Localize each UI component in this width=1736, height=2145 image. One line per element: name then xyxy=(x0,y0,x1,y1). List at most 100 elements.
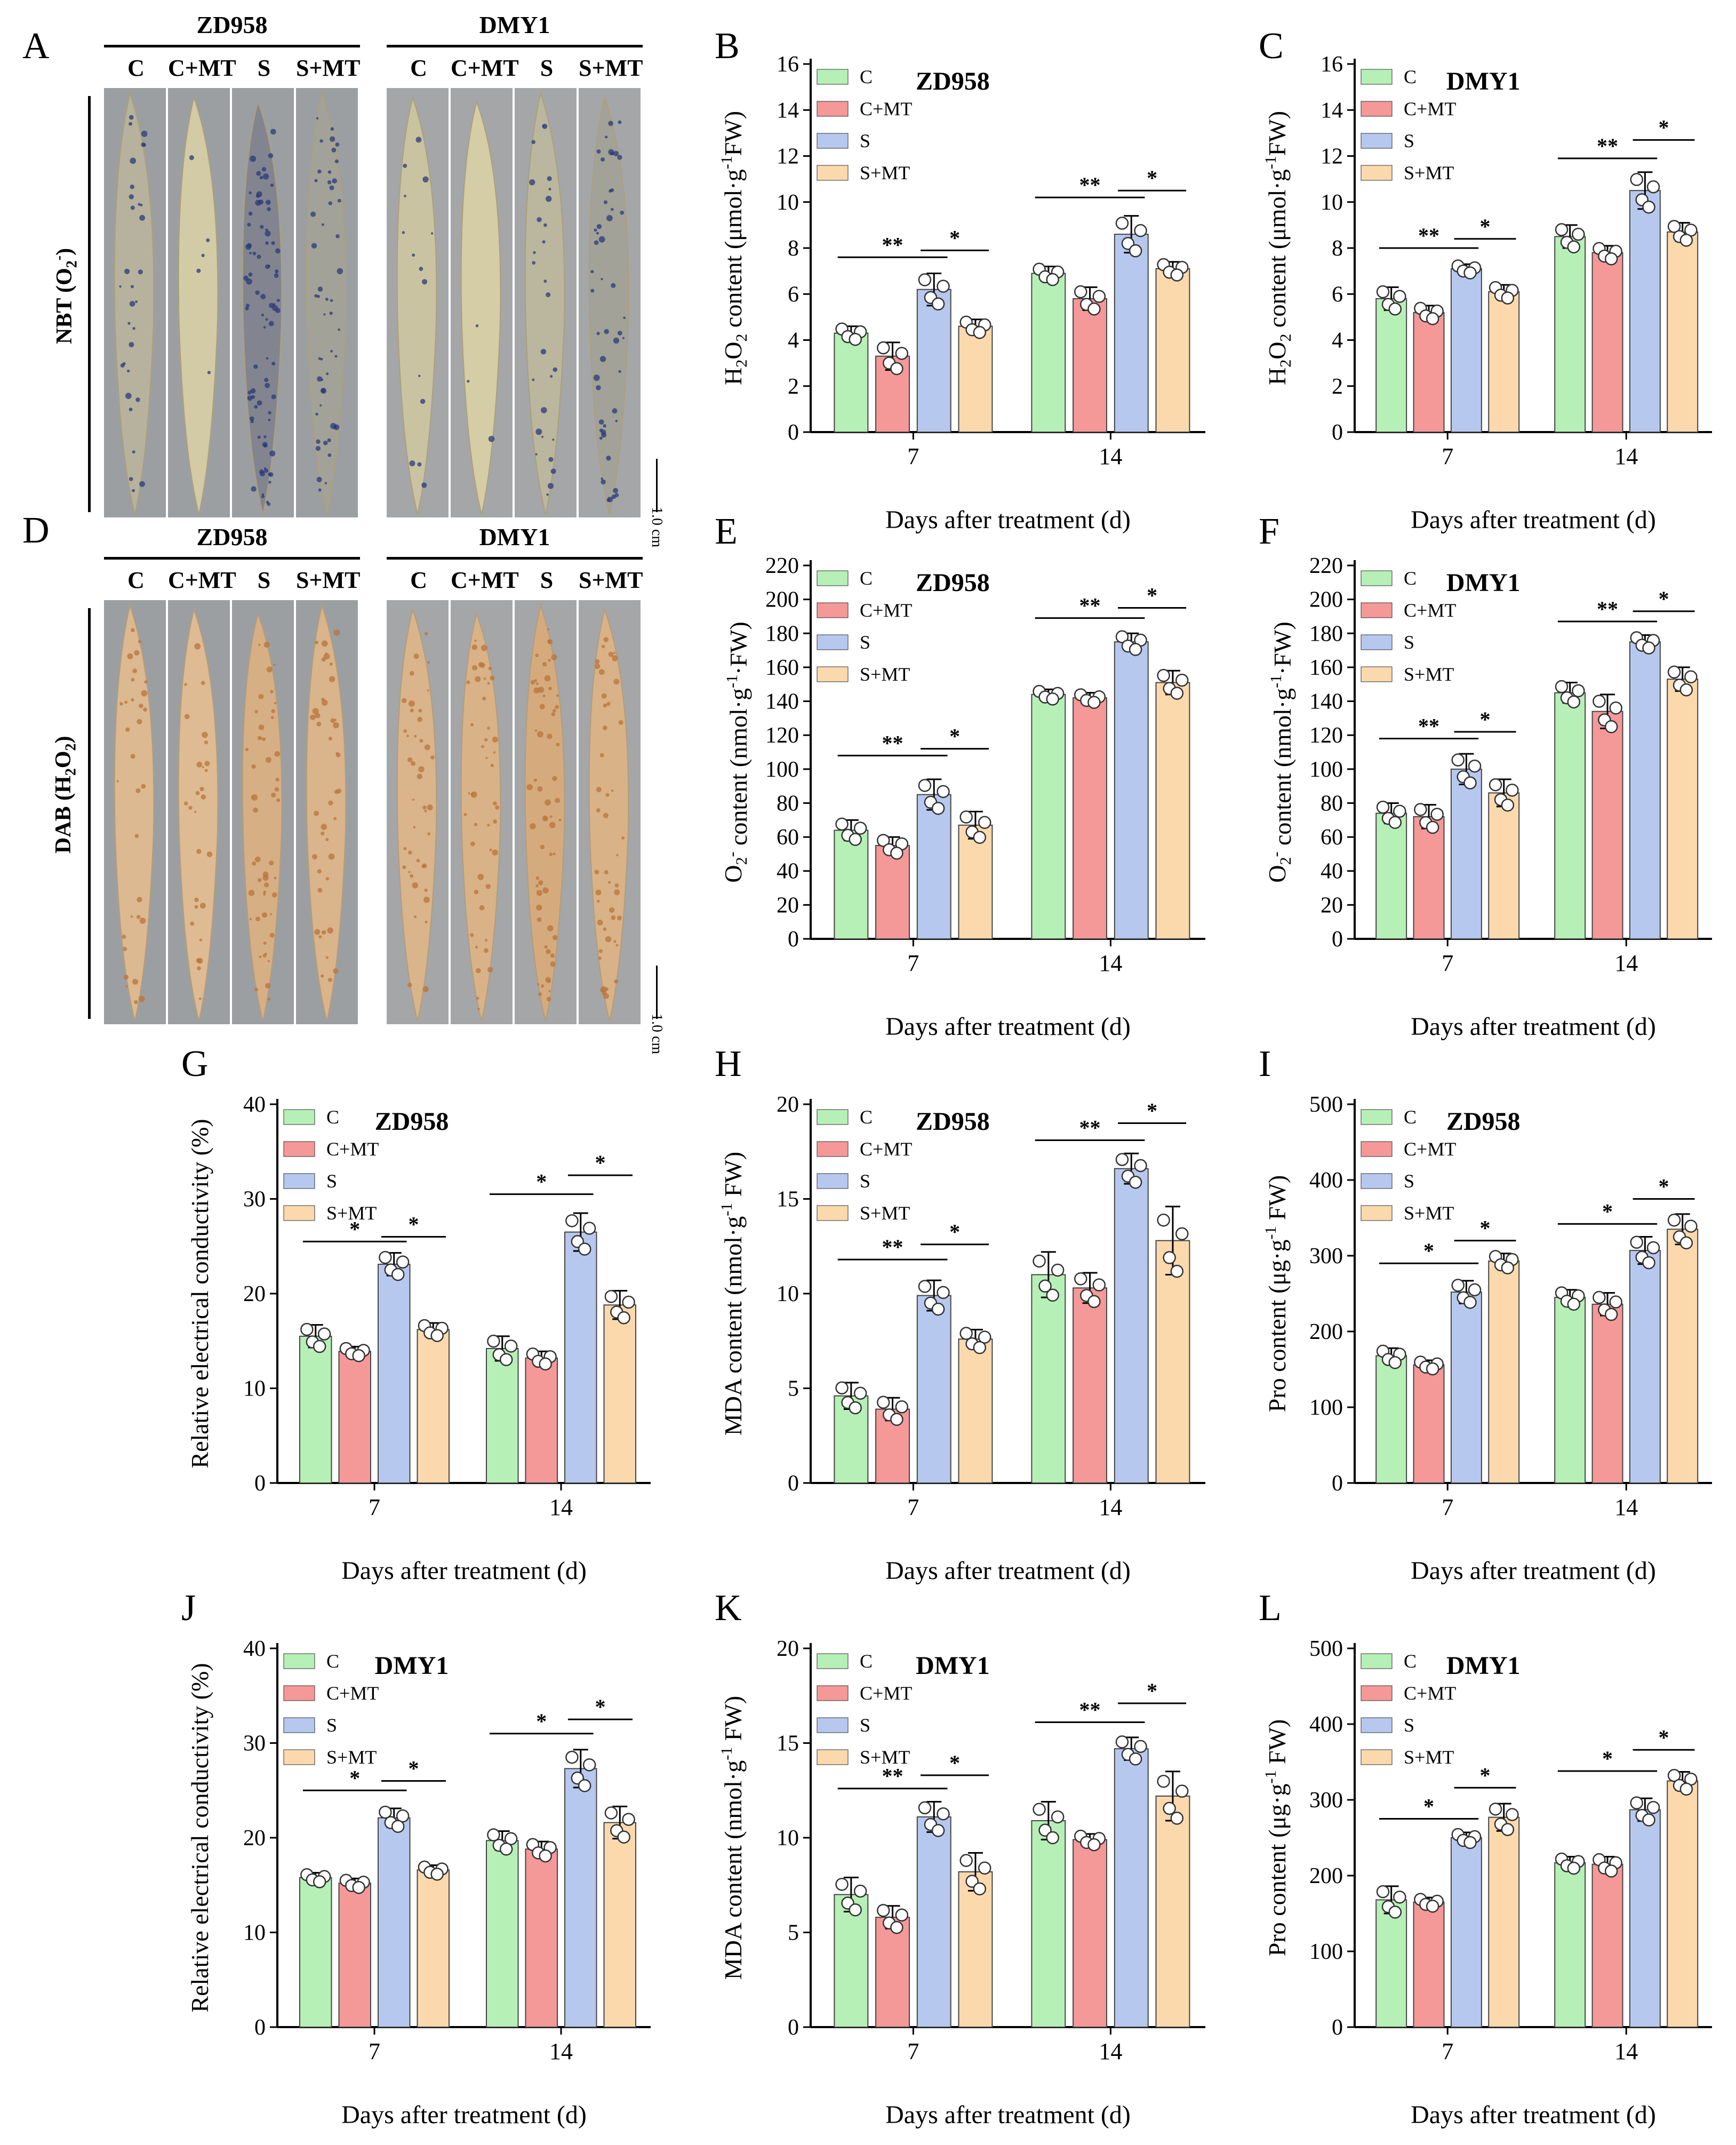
panel-label-i: I xyxy=(1259,1043,1271,1085)
y-axis-label-part: MDA content (nmol·g xyxy=(719,1216,747,1436)
stain-spot xyxy=(535,653,539,657)
stain-spot xyxy=(550,953,555,958)
data-point xyxy=(604,1806,618,1820)
bar xyxy=(1488,291,1520,433)
x-tick-label: 7 xyxy=(907,1494,919,1520)
data-point xyxy=(1567,240,1581,254)
bar xyxy=(1488,1260,1520,1484)
stain-spot xyxy=(598,949,603,953)
stain-spot xyxy=(594,870,599,875)
stain-spot xyxy=(526,784,533,791)
stain-spot xyxy=(493,751,496,754)
stain-spot xyxy=(130,285,134,289)
stain-spot xyxy=(402,231,405,234)
stain-spot xyxy=(323,440,328,445)
stain-spot xyxy=(550,374,553,378)
stain-spot xyxy=(551,712,556,716)
stain-spot xyxy=(317,286,323,292)
stain-spot xyxy=(596,332,600,336)
stain-spot xyxy=(613,679,620,685)
stain-spot xyxy=(555,798,560,803)
legend-swatch xyxy=(1361,666,1393,682)
data-point xyxy=(973,326,987,339)
stain-spot xyxy=(477,1008,480,1010)
legend-swatch xyxy=(1361,1653,1393,1669)
group-header-zd958: ZD958 xyxy=(196,11,268,38)
stain-spot xyxy=(206,851,213,857)
data-point xyxy=(487,1334,500,1348)
stain-spot xyxy=(533,687,540,693)
stain-spot xyxy=(130,185,134,189)
chart-k-mda-dmy1: 0 5 10 15 20 MDA content (nmol·g-1 FW) Days af… xyxy=(718,1637,1205,2129)
bar xyxy=(1488,792,1520,939)
stain-spot xyxy=(315,445,321,451)
panel-label-h: H xyxy=(715,1043,742,1085)
stain-spot xyxy=(422,805,427,810)
stain-spot xyxy=(481,745,484,748)
bar xyxy=(564,1768,597,2028)
y-axis-label-part: - xyxy=(723,852,741,857)
y-tick-label: 0 xyxy=(254,1471,266,1496)
stain-spot xyxy=(322,930,326,935)
stain-spot xyxy=(265,952,267,955)
stain-spot xyxy=(327,170,332,174)
data-point xyxy=(835,1878,849,1891)
y-axis-label: H2O2 content (μmol·g-1FW) xyxy=(718,111,750,385)
stain-spot xyxy=(611,915,616,920)
bar xyxy=(958,325,993,433)
stain-spot xyxy=(487,967,493,973)
stain-spot xyxy=(334,355,338,358)
data-point xyxy=(1630,1796,1643,1809)
stain-spot xyxy=(603,927,607,931)
y-tick-label: 0 xyxy=(254,2015,266,2040)
data-point xyxy=(1163,1251,1176,1264)
stain-spot xyxy=(541,984,545,988)
stain-spot xyxy=(247,222,251,227)
row-bracket xyxy=(88,608,91,1019)
bar xyxy=(1591,711,1623,939)
stain-spot xyxy=(262,871,269,878)
x-tick-label: 14 xyxy=(1099,443,1122,469)
bar xyxy=(378,1817,411,2028)
data-point xyxy=(973,1341,987,1354)
stain-spot xyxy=(614,889,620,896)
stain-spot xyxy=(596,808,601,812)
data-point xyxy=(937,1286,950,1299)
data-point xyxy=(578,1242,591,1256)
stain-spot xyxy=(257,254,261,259)
stain-spot xyxy=(604,329,609,334)
stain-spot xyxy=(321,699,328,706)
data-point xyxy=(1087,1838,1101,1852)
stain-spot xyxy=(321,831,325,835)
x-axis-label: Days after treatment (d) xyxy=(341,1557,587,1585)
y-axis-label-part: 2 xyxy=(1277,334,1294,342)
stain-spot xyxy=(530,823,536,830)
stain-spot xyxy=(597,899,600,903)
stain-spot xyxy=(335,142,340,147)
stain-spot xyxy=(138,995,145,1002)
significance-marker: * xyxy=(536,1170,547,1194)
leaf-shape xyxy=(178,608,219,1022)
stain-spot xyxy=(622,337,625,339)
data-point xyxy=(1646,1241,1660,1255)
stain-spot xyxy=(199,787,204,792)
legend-label: S+MT xyxy=(1404,1747,1454,1768)
y-tick-label: 10 xyxy=(777,1282,799,1306)
stain-spot xyxy=(266,666,273,673)
bar xyxy=(834,830,869,940)
stain-spot xyxy=(270,913,273,915)
leaf-photo xyxy=(515,600,577,1024)
stain-spot xyxy=(263,435,267,438)
stain-spot xyxy=(204,761,210,767)
stain-label-part: DAB (H xyxy=(51,776,76,854)
bar xyxy=(1375,812,1407,939)
data-point xyxy=(1667,220,1681,233)
data-point xyxy=(391,1820,405,1833)
stain-spot xyxy=(598,236,605,243)
stain-spot xyxy=(330,349,333,353)
y-tick-label: 200 xyxy=(1309,1320,1343,1344)
stain-spot xyxy=(418,374,421,377)
bar xyxy=(417,1329,450,1484)
data-point xyxy=(1051,1263,1065,1277)
data-point xyxy=(317,1327,331,1341)
